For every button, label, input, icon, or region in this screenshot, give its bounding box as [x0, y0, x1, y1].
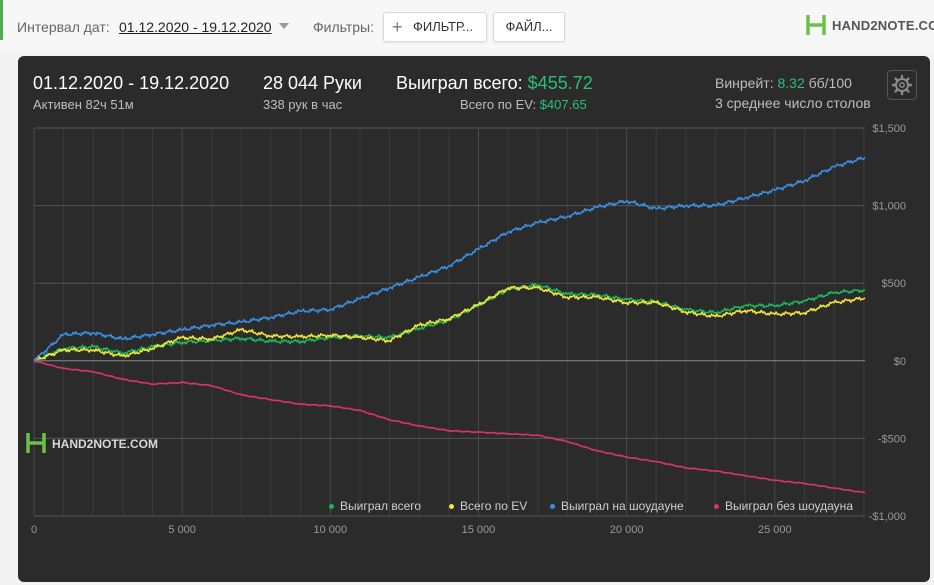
files-button-label: ФАЙЛ... — [505, 19, 553, 34]
ev-total-label: Всего по EV: — [460, 97, 537, 112]
legend-marker — [329, 504, 334, 510]
winrate-label: Винрейт: — [715, 75, 774, 91]
legend-item-won-total[interactable]: Выиграл всего — [329, 499, 421, 513]
won-total-label: Выиграл всего: — [396, 73, 523, 93]
filters-label: Фильтры: — [313, 19, 374, 35]
winrate: Винрейт: 8.32 бб/100 — [715, 75, 852, 91]
chevron-down-icon[interactable] — [279, 23, 289, 29]
watermark-logo-icon — [26, 433, 46, 453]
legend-marker — [550, 504, 555, 510]
won-total-value: $455.72 — [527, 73, 593, 93]
toolbar: Интервал дат: 01.12.2020 - 19.12.2020 Фи… — [0, 0, 934, 50]
legend-label: Всего по EV — [460, 499, 528, 513]
legend-item-non-showdown[interactable]: Выиграл без шоудауна — [714, 499, 853, 513]
winrate-value: 8.32 — [777, 75, 805, 91]
date-interval-label: Интервал дат: — [17, 19, 110, 35]
legend-label: Выиграл без шоудауна — [725, 499, 853, 513]
hands-count: 28 044 Руки — [263, 73, 362, 93]
date-range-selector[interactable]: 01.12.2020 - 19.12.2020 — [119, 19, 272, 35]
ev-total-value: $407.65 — [539, 97, 587, 112]
gear-icon — [891, 74, 913, 96]
chart-watermark: HAND2NOTE.COM — [26, 432, 176, 456]
hands-per-hour: 338 рук в час — [263, 97, 343, 112]
files-button[interactable]: ФАЙЛ... — [493, 12, 565, 42]
brand-logo: HAND2NOTE.COM — [806, 14, 934, 38]
settings-button[interactable] — [887, 70, 917, 100]
legend-marker — [449, 504, 454, 510]
watermark-text: HAND2NOTE.COM — [52, 437, 159, 451]
active-time: Активен 82ч 51м — [33, 97, 134, 112]
legend-label: Выиграл на шоудауне — [561, 499, 684, 513]
average-tables: 3 среднее число столов — [715, 95, 871, 111]
won-total: Выиграл всего: $455.72 — [396, 73, 593, 94]
legend-item-showdown[interactable]: Выиграл на шоудауне — [550, 499, 684, 513]
period-title: 01.12.2020 - 19.12.2020 — [33, 73, 230, 93]
legend-marker — [714, 504, 719, 510]
filters-button-label: ФИЛЬТР... — [413, 19, 473, 34]
toolbar-accent — [0, 0, 3, 40]
legend-item-ev[interactable]: Всего по EV — [449, 499, 527, 513]
winrate-unit: бб/100 — [808, 75, 852, 91]
plus-icon: + — [392, 17, 403, 37]
brand-logo-text: HAND2NOTE.COM — [832, 18, 934, 33]
hand2note-logo-icon — [806, 15, 826, 35]
ev-total: Всего по EV: $407.65 — [460, 97, 587, 112]
filters-button[interactable]: + ФИЛЬТР... — [383, 12, 487, 42]
legend-label: Выиграл всего — [340, 499, 422, 513]
